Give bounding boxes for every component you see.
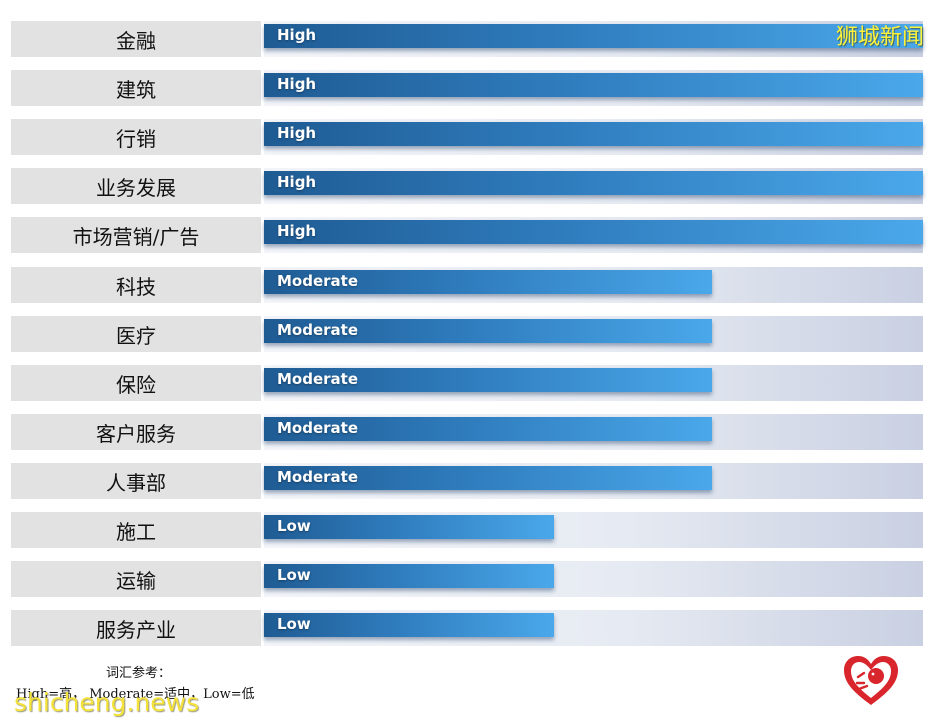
level-bar: High xyxy=(264,171,923,195)
level-bar: High xyxy=(264,73,923,97)
site-watermark: shicheng.news xyxy=(14,688,200,717)
bar-track: Moderate xyxy=(264,267,923,303)
heart-lion-badge-icon xyxy=(842,655,900,707)
level-bar: Low xyxy=(264,613,554,637)
logo-strokes xyxy=(855,671,869,691)
bar-track: Low xyxy=(264,561,923,597)
category-label: 业务发展 xyxy=(11,168,261,204)
level-label: Low xyxy=(277,615,311,633)
level-label: High xyxy=(277,222,317,240)
category-label: 施工 xyxy=(11,512,261,548)
category-label: 建筑 xyxy=(11,70,261,106)
bar-track: High xyxy=(264,119,923,155)
level-label: Low xyxy=(277,566,311,584)
bar-track: Low xyxy=(264,512,923,548)
level-bar: High xyxy=(264,122,923,146)
level-label: High xyxy=(277,26,317,44)
bar-track: Moderate xyxy=(264,365,923,401)
legend-title: 词汇参考： xyxy=(106,666,172,681)
bar-track: High xyxy=(264,217,923,253)
level-label: High xyxy=(277,75,317,93)
category-label: 运输 xyxy=(11,561,261,597)
category-label: 市场营销/广告 xyxy=(11,217,261,253)
category-label: 客户服务 xyxy=(11,414,261,450)
chart-area: 金融 High 建筑 High 行销 High 业务发展 High 市场营销/广告 High 科技 M… xyxy=(11,21,923,646)
level-label: Moderate xyxy=(277,419,359,437)
bar-track: High xyxy=(264,70,923,106)
category-label: 人事部 xyxy=(11,463,261,499)
lion-eye xyxy=(871,672,875,676)
level-label: Moderate xyxy=(277,321,359,339)
watermark-top-right: 狮城新闻 xyxy=(835,25,924,50)
level-bar: High xyxy=(264,220,923,244)
bar-track: Moderate xyxy=(264,414,923,450)
level-label: Moderate xyxy=(277,468,359,486)
level-bar: Moderate xyxy=(264,319,712,343)
level-label: Moderate xyxy=(277,370,359,388)
level-label: Moderate xyxy=(277,272,359,290)
category-label: 金融 xyxy=(11,21,261,57)
level-label: High xyxy=(277,124,317,142)
heart-logo-svg xyxy=(844,656,898,705)
level-bar: Low xyxy=(264,515,554,539)
level-bar: Moderate xyxy=(264,270,712,294)
level-bar: Low xyxy=(264,564,554,588)
category-label: 保险 xyxy=(11,365,261,401)
category-label: 服务产业 xyxy=(11,610,261,646)
category-label: 科技 xyxy=(11,267,261,303)
bar-track: Moderate xyxy=(264,316,923,352)
level-bar: Moderate xyxy=(264,466,712,490)
level-label: Low xyxy=(277,517,311,535)
bar-track: Low xyxy=(264,610,923,646)
bar-track: Moderate xyxy=(264,463,923,499)
bar-track: High xyxy=(264,168,923,204)
level-bar: Moderate xyxy=(264,417,712,441)
level-label: High xyxy=(277,173,317,191)
bar-track: High xyxy=(264,21,923,57)
legend-text: High=高， Moderate=适中，Low=低 xyxy=(16,687,255,702)
level-bar: Moderate xyxy=(264,368,712,392)
level-bar: High xyxy=(264,24,923,48)
category-label: 医疗 xyxy=(11,316,261,352)
category-label: 行销 xyxy=(11,119,261,155)
lion-head xyxy=(868,668,884,684)
